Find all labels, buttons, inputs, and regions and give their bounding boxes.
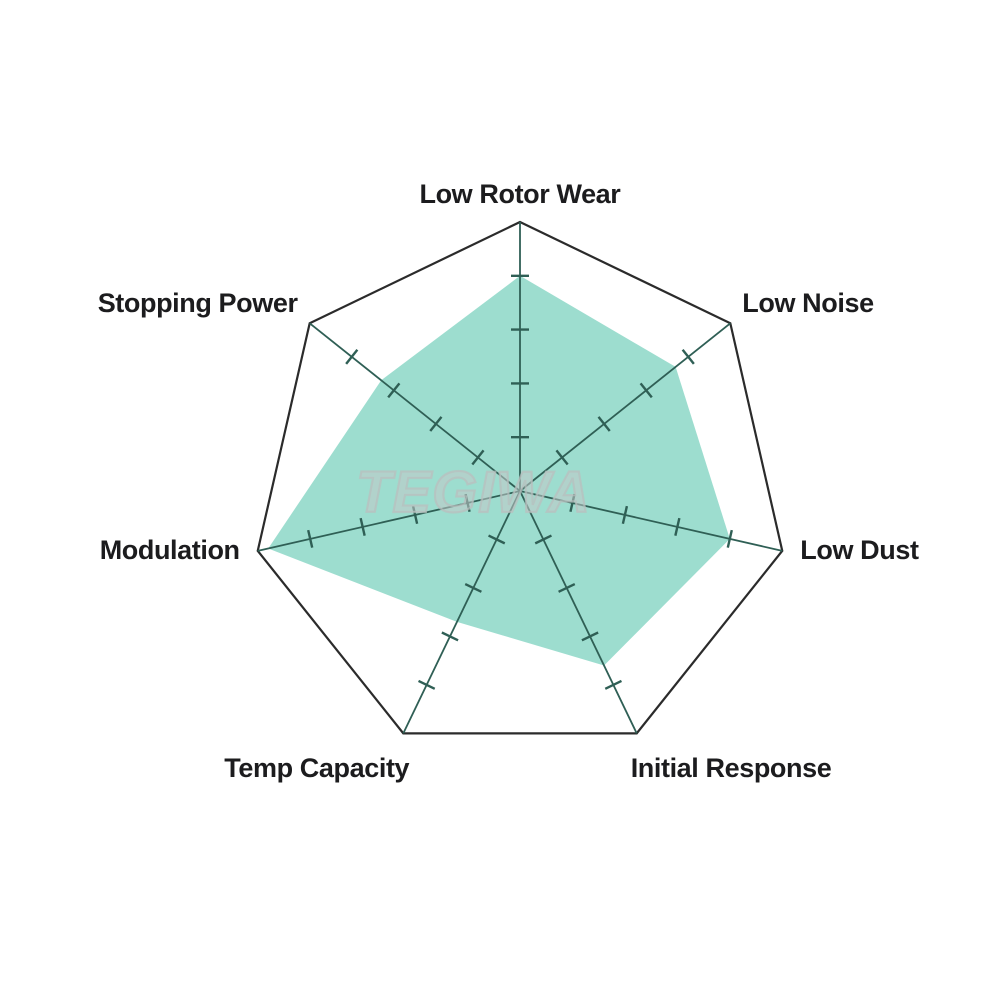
radar-tick-3-3 bbox=[581, 631, 599, 642]
radar-tick-1-1 bbox=[555, 449, 569, 466]
radar-outline-group bbox=[256, 220, 784, 735]
radar-data-polygon bbox=[268, 275, 730, 666]
radar-tick-5-1 bbox=[464, 493, 471, 513]
radar-tick-6-2 bbox=[429, 416, 443, 432]
radar-tick-5-4 bbox=[307, 529, 314, 548]
radar-tick-5-2 bbox=[411, 505, 419, 524]
axis-label-initial-response: Initial Response bbox=[630, 753, 832, 784]
radar-tick-1-2 bbox=[597, 416, 611, 432]
radar-tick-marks-group bbox=[307, 274, 733, 690]
radar-spoke-4 bbox=[402, 490, 521, 734]
radar-tick-6-3 bbox=[387, 382, 401, 399]
radar-spoke-2 bbox=[519, 490, 783, 552]
axis-label-stopping-power: Stopping Power bbox=[97, 288, 298, 319]
radar-spoke-5 bbox=[257, 490, 521, 552]
radar-tick-4-3 bbox=[441, 631, 459, 642]
radar-tick-4-2 bbox=[464, 582, 482, 593]
radar-tick-3-2 bbox=[558, 582, 576, 593]
radar-spoke-1 bbox=[519, 322, 731, 492]
radar-tick-2-2 bbox=[621, 505, 629, 524]
radar-tick-2-3 bbox=[674, 517, 681, 536]
radar-tick-2-1 bbox=[569, 493, 576, 513]
radar-tick-4-4 bbox=[417, 679, 436, 690]
radar-tick-6-4 bbox=[345, 349, 359, 365]
axis-label-temp-capacity: Temp Capacity bbox=[224, 753, 410, 784]
radar-tick-3-1 bbox=[534, 534, 552, 545]
axis-label-low-rotor-wear: Low Rotor Wear bbox=[419, 179, 621, 209]
radar-spokes-group bbox=[257, 222, 783, 734]
axis-label-modulation: Modulation bbox=[99, 535, 240, 566]
axis-label-low-dust: Low Dust bbox=[800, 535, 919, 566]
radar-outer-heptagon bbox=[256, 220, 784, 735]
radar-tick-4-1 bbox=[488, 534, 506, 545]
radar-tick-6-1 bbox=[471, 449, 485, 466]
radar-tick-1-3 bbox=[639, 382, 653, 399]
radar-spoke-3 bbox=[519, 490, 638, 734]
radar-data-area-group bbox=[268, 275, 730, 666]
radar-tick-2-4 bbox=[726, 529, 733, 548]
radar-tick-3-4 bbox=[604, 679, 623, 690]
radar-tick-1-4 bbox=[681, 349, 695, 365]
radar-spoke-6 bbox=[309, 322, 521, 492]
axis-label-low-noise: Low Noise bbox=[742, 288, 874, 319]
radar-tick-5-3 bbox=[359, 517, 366, 536]
